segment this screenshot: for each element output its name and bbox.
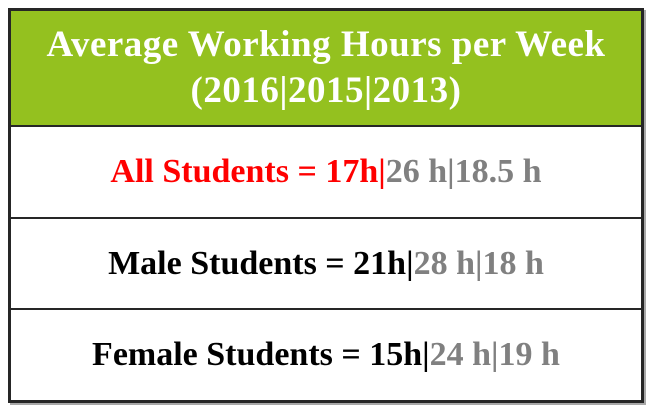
row-values-male-students: 28 h|18 h bbox=[413, 244, 544, 282]
row-values-female-students: 24 h|19 h bbox=[429, 336, 560, 374]
row-label-all-students: All Students = 17h| bbox=[110, 152, 386, 190]
table-row-male-students: Male Students = 21h| 28 h|18 h bbox=[11, 216, 641, 309]
table-title-line1: Average Working Hours per Week bbox=[46, 24, 606, 65]
table-title-line2: (2016|2015|2013) bbox=[190, 70, 462, 111]
table-header: Average Working Hours per Week (2016|201… bbox=[11, 11, 641, 125]
working-hours-table: Average Working Hours per Week (2016|201… bbox=[8, 8, 644, 403]
row-label-male-students: Male Students = 21h| bbox=[108, 244, 414, 282]
row-label-female-students: Female Students = 15h| bbox=[92, 336, 430, 374]
table-row-female-students: Female Students = 15h| 24 h|19 h bbox=[11, 308, 641, 400]
table-row-all-students: All Students = 17h| 26 h|18.5 h bbox=[11, 125, 641, 217]
row-values-all-students: 26 h|18.5 h bbox=[385, 152, 542, 190]
